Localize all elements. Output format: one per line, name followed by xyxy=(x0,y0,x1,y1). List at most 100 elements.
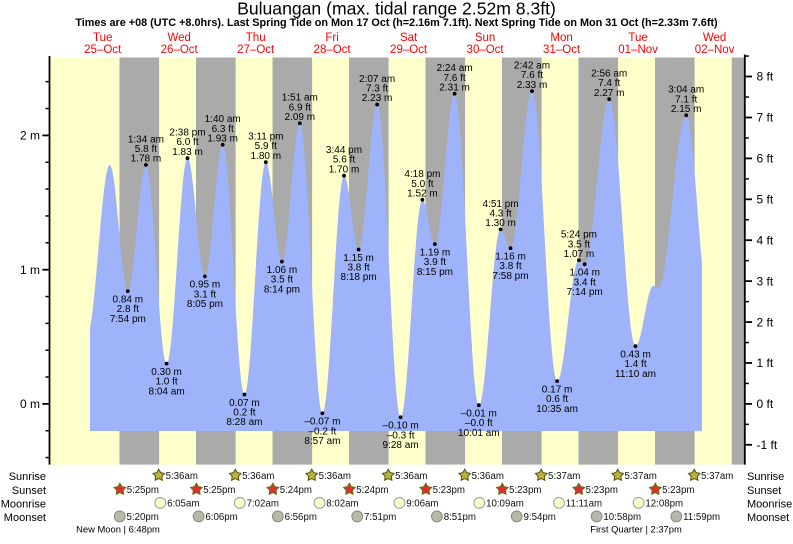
svg-text:5:36am: 5:36am xyxy=(395,471,427,482)
svg-text:2:56 am: 2:56 am xyxy=(591,69,627,80)
svg-text:5:24pm: 5:24pm xyxy=(280,485,312,496)
svg-text:7:51pm: 7:51pm xyxy=(364,512,396,523)
svg-text:3.5 ft: 3.5 ft xyxy=(271,275,293,286)
svg-text:3 ft: 3 ft xyxy=(757,274,774,288)
svg-text:3.9 ft: 3.9 ft xyxy=(424,257,446,268)
svg-text:5:37am: 5:37am xyxy=(625,471,657,482)
svg-text:0.17 m: 0.17 m xyxy=(542,384,573,395)
svg-text:7:54 pm: 7:54 pm xyxy=(110,314,146,325)
svg-text:4.3 ft: 4.3 ft xyxy=(489,208,511,219)
svg-text:Sunrise: Sunrise xyxy=(747,471,784,483)
svg-text:Sunset: Sunset xyxy=(12,485,46,497)
svg-text:1:51 am: 1:51 am xyxy=(282,93,318,104)
svg-text:3:04 am: 3:04 am xyxy=(668,85,704,96)
svg-text:8:18 pm: 8:18 pm xyxy=(341,272,377,283)
svg-text:1:40 am: 1:40 am xyxy=(205,114,241,125)
svg-text:First Quarter | 2:37pm: First Quarter | 2:37pm xyxy=(590,524,682,535)
svg-text:5:25pm: 5:25pm xyxy=(127,485,159,496)
svg-text:3.8 ft: 3.8 ft xyxy=(347,263,369,274)
svg-text:3.5 ft: 3.5 ft xyxy=(568,239,590,250)
svg-text:6.3 ft: 6.3 ft xyxy=(212,124,234,135)
svg-text:8:05 pm: 8:05 pm xyxy=(187,299,223,310)
svg-text:11:59pm: 11:59pm xyxy=(683,512,720,523)
svg-text:Sun: Sun xyxy=(475,32,495,44)
svg-text:3.8 ft: 3.8 ft xyxy=(499,261,521,272)
svg-text:Sunset: Sunset xyxy=(747,485,781,497)
svg-text:4:18 pm: 4:18 pm xyxy=(404,169,440,180)
svg-text:6.0 ft: 6.0 ft xyxy=(176,137,198,148)
svg-text:1.15 m: 1.15 m xyxy=(343,253,374,264)
svg-text:8:28 am: 8:28 am xyxy=(226,417,262,428)
svg-text:7:14 pm: 7:14 pm xyxy=(567,287,603,298)
svg-text:5:23pm: 5:23pm xyxy=(586,485,618,496)
svg-text:New Moon | 6:48pm: New Moon | 6:48pm xyxy=(76,524,160,535)
svg-text:1.16 m: 1.16 m xyxy=(495,252,526,263)
svg-text:Fri: Fri xyxy=(325,32,338,44)
svg-text:2.31 m: 2.31 m xyxy=(439,83,470,94)
svg-text:6:56pm: 6:56pm xyxy=(285,512,317,523)
svg-text:-1 ft: -1 ft xyxy=(757,438,778,452)
svg-text:2:42 am: 2:42 am xyxy=(514,61,550,72)
svg-text:28–Oct: 28–Oct xyxy=(314,44,352,56)
svg-text:1.78 m: 1.78 m xyxy=(131,154,162,165)
svg-text:31–Oct: 31–Oct xyxy=(543,44,581,56)
svg-text:02–Nov: 02–Nov xyxy=(695,44,735,56)
svg-text:0 m: 0 m xyxy=(20,397,40,411)
svg-text:1.30 m: 1.30 m xyxy=(485,218,516,229)
svg-text:5:20pm: 5:20pm xyxy=(127,512,159,523)
svg-text:Mon: Mon xyxy=(550,32,572,44)
svg-text:1.19 m: 1.19 m xyxy=(420,247,451,258)
svg-text:1.83 m: 1.83 m xyxy=(172,147,203,158)
svg-text:7.1 ft: 7.1 ft xyxy=(675,94,697,105)
svg-text:7:58 pm: 7:58 pm xyxy=(492,271,528,282)
svg-text:3.1 ft: 3.1 ft xyxy=(194,289,216,300)
svg-text:8:04 am: 8:04 am xyxy=(149,386,185,397)
svg-text:10:35 am: 10:35 am xyxy=(536,404,578,415)
svg-text:1.07 m: 1.07 m xyxy=(564,249,595,260)
svg-text:11:10 am: 11:10 am xyxy=(615,369,656,380)
svg-text:2.33 m: 2.33 m xyxy=(517,80,548,91)
svg-text:8:15 pm: 8:15 pm xyxy=(417,267,453,278)
svg-text:0.95 m: 0.95 m xyxy=(190,280,221,291)
svg-text:–0.10 m: –0.10 m xyxy=(383,421,419,432)
svg-text:0.07 m: 0.07 m xyxy=(229,398,260,409)
svg-text:4 ft: 4 ft xyxy=(757,233,774,247)
svg-text:0.43 m: 0.43 m xyxy=(620,350,651,361)
svg-text:11:11am: 11:11am xyxy=(566,499,602,510)
svg-text:6.9 ft: 6.9 ft xyxy=(289,102,311,113)
svg-text:8:02am: 8:02am xyxy=(326,499,358,510)
svg-text:1.70 m: 1.70 m xyxy=(329,164,360,175)
svg-text:10:09am: 10:09am xyxy=(486,499,524,510)
svg-text:2 ft: 2 ft xyxy=(757,315,774,329)
svg-text:1:34 am: 1:34 am xyxy=(128,134,164,145)
svg-text:Moonset: Moonset xyxy=(4,512,46,524)
svg-text:2:24 am: 2:24 am xyxy=(437,63,473,74)
svg-text:2.15 m: 2.15 m xyxy=(671,104,702,115)
svg-text:Wed: Wed xyxy=(703,32,726,44)
svg-text:9:54pm: 9:54pm xyxy=(524,512,556,523)
svg-text:5:25pm: 5:25pm xyxy=(203,485,235,496)
svg-text:5:37am: 5:37am xyxy=(701,471,733,482)
svg-text:7.3 ft: 7.3 ft xyxy=(366,84,388,95)
svg-text:7:02am: 7:02am xyxy=(247,499,279,510)
svg-text:7.4 ft: 7.4 ft xyxy=(598,78,620,89)
svg-text:9:28 am: 9:28 am xyxy=(383,440,419,451)
svg-text:Tue: Tue xyxy=(93,32,112,44)
svg-text:0.2 ft: 0.2 ft xyxy=(233,408,255,419)
svg-text:27–Oct: 27–Oct xyxy=(237,44,275,56)
svg-text:29–Oct: 29–Oct xyxy=(390,44,428,56)
svg-text:8:57 am: 8:57 am xyxy=(304,436,340,447)
svg-text:1.06 m: 1.06 m xyxy=(267,265,298,276)
svg-text:–0.3 ft: –0.3 ft xyxy=(387,430,415,441)
svg-text:4:51 pm: 4:51 pm xyxy=(483,199,519,210)
svg-text:5:36am: 5:36am xyxy=(242,471,274,482)
svg-text:7.6 ft: 7.6 ft xyxy=(521,70,543,81)
svg-text:5:37am: 5:37am xyxy=(548,471,580,482)
svg-text:Moonrise: Moonrise xyxy=(747,498,792,510)
svg-text:3:44 pm: 3:44 pm xyxy=(326,145,362,156)
svg-text:6:05am: 6:05am xyxy=(167,499,199,510)
svg-text:1.80 m: 1.80 m xyxy=(251,151,282,162)
svg-text:1.04 m: 1.04 m xyxy=(569,268,600,279)
svg-text:5.0 ft: 5.0 ft xyxy=(411,179,433,190)
svg-text:Sat: Sat xyxy=(400,32,418,44)
